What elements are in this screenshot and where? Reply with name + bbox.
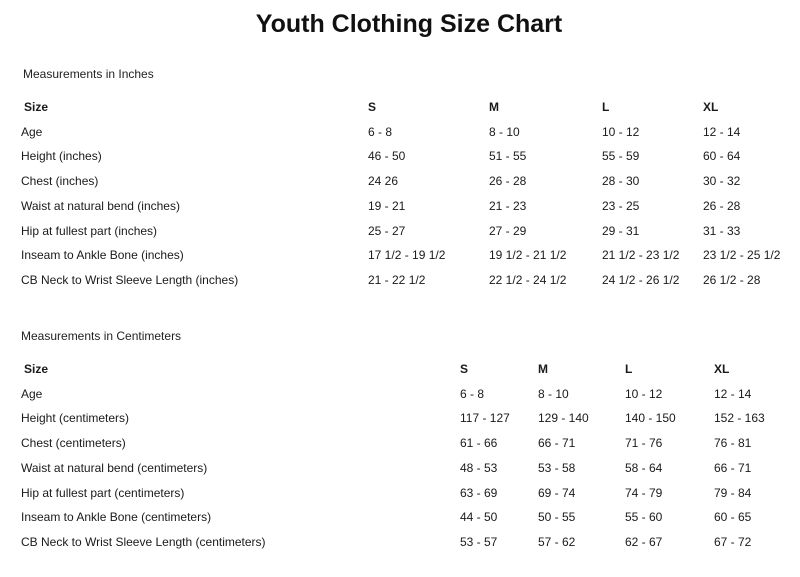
table-row: Chest (centimeters) 61 - 66 66 - 71 71 - 76… — [0, 436, 800, 454]
table-cell: 19 - 21 — [368, 198, 406, 213]
table-cell: 12 - 14 — [703, 124, 741, 139]
table-cell: 66 - 71 — [538, 436, 576, 451]
table-cell: 152 - 163 — [714, 411, 765, 426]
table-row: Height (inches) 46 - 50 51 - 55 55 - 59 60 -… — [0, 149, 800, 167]
table-row: Age 6 - 8 8 - 10 10 - 12 12 - 14 — [0, 125, 800, 143]
table-cell: 74 - 79 — [625, 485, 663, 500]
column-header: XL — [714, 362, 730, 376]
table-cell: 57 - 62 — [538, 534, 576, 549]
table-cell: 67 - 72 — [714, 534, 752, 549]
table-cell: 30 - 32 — [703, 174, 741, 189]
table-caption: Measurements in Centimeters — [21, 329, 182, 343]
table-cell: 55 - 60 — [625, 510, 663, 525]
row-label: Waist at natural bend (centimeters) — [21, 460, 208, 475]
table-row: Hip at fullest part (centimeters) 63 - 69… — [0, 486, 800, 504]
column-header: L — [625, 362, 633, 376]
table-cell: 27 - 29 — [489, 223, 527, 238]
table-cell: 31 - 33 — [703, 223, 741, 238]
row-label: Inseam to Ankle Bone (inches) — [21, 248, 184, 263]
table-cell: 129 - 140 — [538, 411, 589, 426]
table-cell: 22 1/2 - 24 1/2 — [489, 272, 567, 287]
table-row: Chest (inches) 24 26 26 - 28 28 - 30 30 - 32 — [0, 174, 800, 192]
row-label: CB Neck to Wrist Sleeve Length (centimet… — [21, 534, 266, 549]
row-label: Height (inches) — [21, 149, 102, 164]
row-label: Hip at fullest part (centimeters) — [21, 485, 185, 500]
table-row: Hip at fullest part (inches) 25 - 27 27 - … — [0, 224, 800, 242]
row-label: CB Neck to Wrist Sleeve Length (inches) — [21, 272, 239, 287]
table-cell: 69 - 74 — [538, 485, 576, 500]
row-label: Height (centimeters) — [21, 411, 130, 426]
column-header: L — [602, 100, 610, 114]
table-cell: 71 - 76 — [625, 436, 663, 451]
column-header: M — [489, 100, 499, 114]
column-header: S — [368, 100, 377, 114]
table-cell: 28 - 30 — [602, 174, 640, 189]
table-cell: 117 - 127 — [460, 411, 510, 426]
table-row: CB Neck to Wrist Sleeve Length (inches) 2… — [0, 273, 800, 291]
table-cell: 25 - 27 — [368, 223, 406, 238]
table-cell: 55 - 59 — [602, 149, 640, 164]
table-cell: 19 1/2 - 21 1/2 — [489, 248, 567, 263]
table-cell: 60 - 65 — [714, 510, 752, 525]
table-cell: 48 - 53 — [460, 460, 498, 475]
table-cell: 53 - 57 — [460, 534, 498, 549]
table-row: CB Neck to Wrist Sleeve Length (centimet… — [0, 535, 800, 553]
table-cell: 60 - 64 — [703, 149, 741, 164]
table-cell: 26 - 28 — [489, 174, 527, 189]
table-cell: 8 - 10 — [538, 386, 569, 401]
table-cell: 61 - 66 — [460, 436, 498, 451]
row-label: Hip at fullest part (inches) — [21, 223, 158, 238]
table-cell: 21 - 23 — [489, 198, 527, 213]
row-label: Age — [21, 124, 43, 139]
table-row: Height (centimeters) 117 - 127 129 - 140 14… — [0, 411, 800, 429]
column-header: M — [538, 362, 548, 376]
row-label: Inseam to Ankle Bone (centimeters) — [21, 510, 212, 525]
table-cell: 26 - 28 — [703, 198, 741, 213]
row-label: Chest (centimeters) — [21, 436, 126, 451]
table-cell: 50 - 55 — [538, 510, 576, 525]
table-row: Age 6 - 8 8 - 10 10 - 12 12 - 14 — [0, 387, 800, 405]
column-header: XL — [703, 100, 719, 114]
table-cell: 58 - 64 — [625, 460, 663, 475]
table-cell: 29 - 31 — [602, 223, 640, 238]
column-header: S — [460, 362, 469, 376]
table-cell: 76 - 81 — [714, 436, 752, 451]
row-label: Waist at natural bend (inches) — [21, 198, 180, 213]
column-header: Size — [24, 362, 49, 376]
table-header-row: Size S M L XL — [0, 362, 800, 380]
row-label: Chest (inches) — [21, 174, 99, 189]
table-row: Waist at natural bend (centimeters) 48 - … — [0, 461, 800, 479]
table-cell: 23 - 25 — [602, 198, 640, 213]
table-cell: 12 - 14 — [714, 386, 752, 401]
table-cell: 10 - 12 — [625, 386, 663, 401]
table-caption: Measurements in Inches — [23, 67, 154, 81]
table-cell: 140 - 150 — [625, 411, 676, 426]
table-cell: 24 1/2 - 26 1/2 — [602, 272, 680, 287]
table-cell: 8 - 10 — [489, 124, 520, 139]
table-cell: 21 - 22 1/2 — [368, 272, 426, 287]
table-cell: 66 - 71 — [714, 460, 752, 475]
page-title: Youth Clothing Size Chart — [255, 10, 563, 38]
table-cell: 21 1/2 - 23 1/2 — [602, 248, 680, 263]
table-cell: 26 1/2 - 28 — [703, 272, 761, 287]
table-cell: 24 26 — [368, 174, 399, 189]
table-cell: 6 - 8 — [368, 124, 393, 139]
table-cell: 44 - 50 — [460, 510, 498, 525]
table-cell: 23 1/2 - 25 1/2 — [703, 248, 781, 263]
table-cell: 62 - 67 — [625, 534, 663, 549]
table-cell: 63 - 69 — [460, 485, 498, 500]
table-row: Inseam to Ankle Bone (inches) 17 1/2 - 19… — [0, 248, 800, 266]
table-cell: 46 - 50 — [368, 149, 406, 164]
table-cell: 79 - 84 — [714, 485, 752, 500]
table-cell: 10 - 12 — [602, 124, 640, 139]
table-cell: 53 - 58 — [538, 460, 576, 475]
table-cell: 17 1/2 - 19 1/2 — [368, 248, 446, 263]
table-cell: 6 - 8 — [460, 386, 485, 401]
table-row: Inseam to Ankle Bone (centimeters) 44 - 5… — [0, 510, 800, 528]
table-cell: 51 - 55 — [489, 149, 527, 164]
table-row: Waist at natural bend (inches) 19 - 21 21 … — [0, 199, 800, 217]
column-header: Size — [24, 100, 49, 114]
table-header-row: Size S M L XL — [0, 100, 800, 118]
row-label: Age — [21, 386, 43, 401]
